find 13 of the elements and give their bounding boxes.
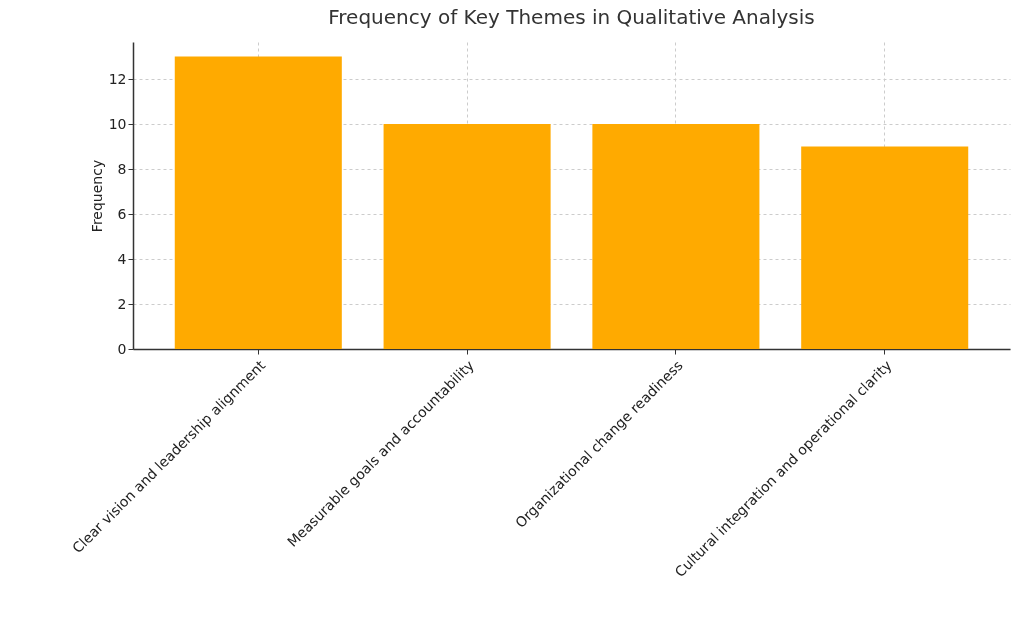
y-tick-label: 4 [117,250,127,267]
bar [174,56,342,349]
y-tick-label: 6 [117,205,127,222]
y-tick-label: 10 [108,115,127,132]
y-tick-label: 2 [117,295,127,312]
y-tick-label: 8 [117,160,127,177]
y-axis-title: Frequency [88,159,105,233]
bar [801,146,969,349]
y-tick-label: 0 [117,340,127,357]
bar [383,124,551,349]
y-tick-label: 12 [108,70,127,87]
chart-title: Frequency of Key Themes in Qualitative Analysis [328,5,815,29]
bar [592,124,760,349]
